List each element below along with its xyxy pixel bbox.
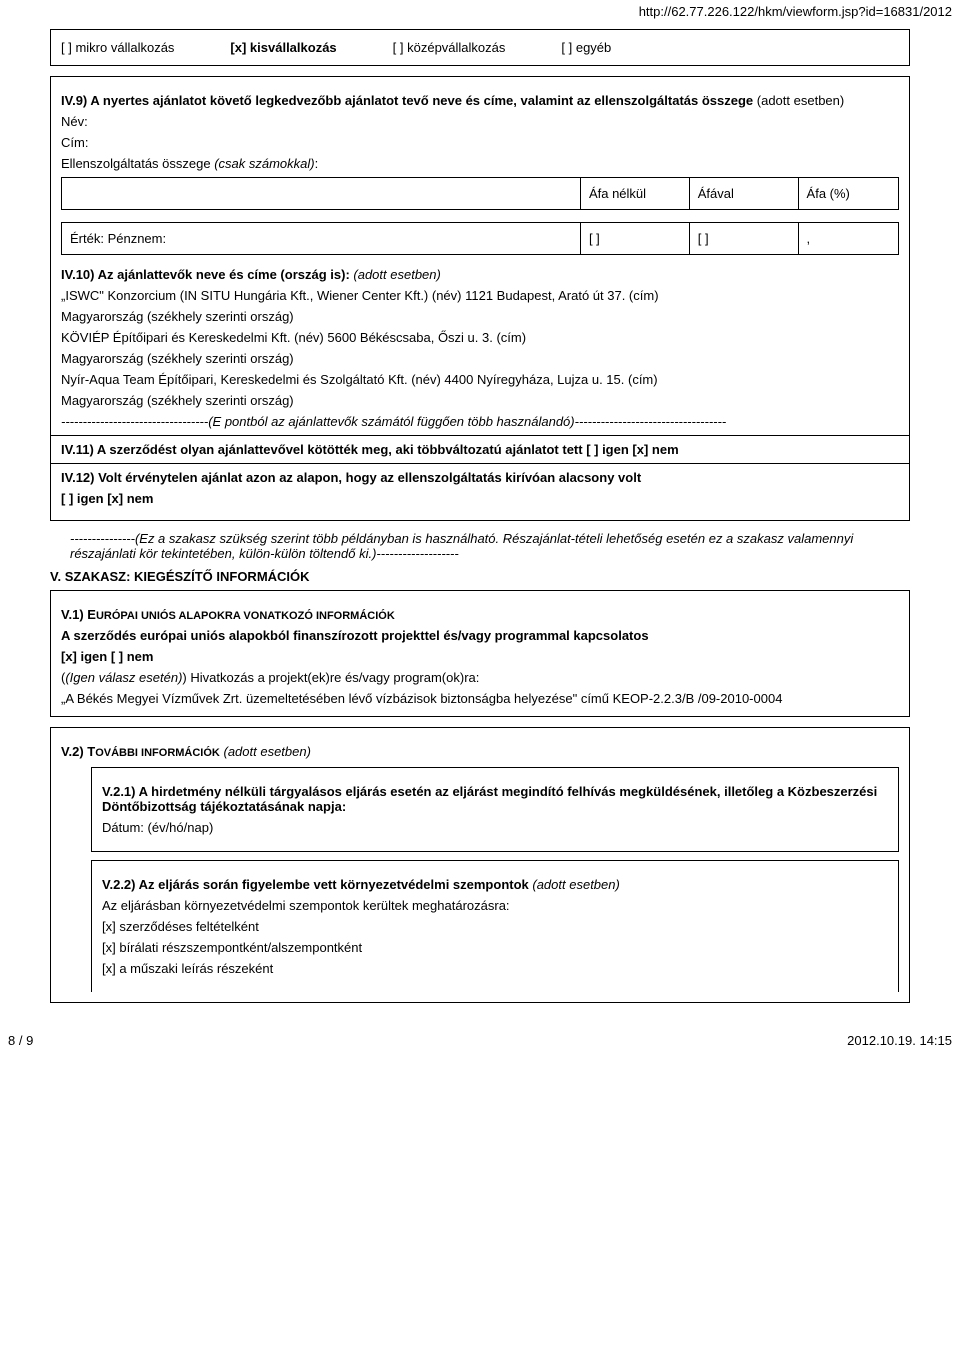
section-v1: V.1) EURÓPAI UNIÓS ALAPOKRA VONATKOZÓ IN… [50,590,910,717]
iv10-l4: Magyarország (székhely szerinti ország) [61,351,899,366]
iv9-cim: Cím: [61,135,899,150]
iv9-title: IV.9) A nyertes ajánlatot követő legkedv… [61,93,757,108]
section-note-dash-b: ------------------- [376,546,458,561]
iv10-l2: Magyarország (székhely szerinti ország) [61,309,899,324]
iv9-ellensz: Ellenszolgáltatás összege [61,156,214,171]
ertek-v1: [ ] [580,223,689,255]
iv9-value-table: Érték: Pénznem: [ ] [ ] , [61,222,899,255]
iv9-header-table: Áfa nélkül Áfával Áfa (%) [61,177,899,210]
iv10-l6: Magyarország (székhely szerinti ország) [61,393,899,408]
ertek-label: Érték: Pénznem: [62,223,581,255]
v2-2-l4: [x] a műszaki leírás részeként [102,961,888,976]
col-afa-nelkul: Áfa nélkül [580,178,689,210]
page-number: 8 / 9 [8,1033,33,1048]
v2-2-paren: (adott esetben) [532,877,619,892]
checkbox-mikro: [ ] mikro vállalkozás [61,40,174,55]
v2-title-b: OVÁBBI INFORMÁCIÓK [95,747,220,759]
v2-2-l1: Az eljárásban környezetvédelmi szemponto… [102,898,888,913]
iv10-title: IV.10) Az ajánlattevők neve és címe (ors… [61,267,353,282]
section-note-dash-a: --------------- [70,531,135,546]
v-title: V. SZAKASZ: KIEGÉSZÍTŐ INFORMÁCIÓK [50,569,910,584]
v1-title-a: V.1) E [61,607,96,622]
iv10-l5: Nyír-Aqua Team Építőipari, Kereskedelmi … [61,372,899,387]
iv10-l1: „ISWC" Konzorcium (IN SITU Hungária Kft.… [61,288,899,303]
section-v2: V.2) TOVÁBBI INFORMÁCIÓK (adott esetben)… [50,727,910,1003]
iv9-ellensz-paren: (csak számokkal) [214,156,314,171]
iv10-title-paren: (adott esetben) [353,267,440,282]
iv10-dash-a: ---------------------------------- [61,414,208,429]
col-afa-pct: Áfa (%) [798,178,898,210]
v2-title-a: V.2) T [61,744,95,759]
v2-title-paren: (adott esetben) [220,744,311,759]
page-url: http://62.77.226.122/hkm/viewform.jsp?id… [0,0,960,29]
v2-1-date: Dátum: (év/hó/nap) [102,820,888,835]
v2-2-title: V.2.2) Az eljárás során figyelembe vett … [102,877,532,892]
page-date: 2012.10.19. 14:15 [847,1033,952,1048]
iv12-title: IV.12) Volt érvénytelen ajánlat azon az … [61,470,899,485]
iv10-l3: KÖVIÉP Építőipari és Kereskedelmi Kft. (… [61,330,899,345]
checkbox-kozep: [ ] középvállalkozás [393,40,506,55]
v1-l2: [x] igen [ ] nem [61,649,899,664]
company-type-box: [ ] mikro vállalkozás [x] kisvállalkozás… [50,29,910,66]
checkbox-egyeb: [ ] egyéb [561,40,611,55]
col-afaval: Áfával [689,178,798,210]
v2-2-l2: [x] szerződéses feltételként [102,919,888,934]
v2-1-title: V.2.1) A hirdetmény nélküli tárgyalásos … [102,784,888,814]
section-iv9-iv12: IV.9) A nyertes ajánlatot követő legkedv… [50,76,910,521]
section-v2-2: V.2.2) Az eljárás során figyelembe vett … [91,860,899,992]
checkbox-kis: [x] kisvállalkozás [230,40,336,55]
v2-2-l3: [x] bírálati részszempontként/alszempont… [102,940,888,955]
iv11: IV.11) A szerződést olyan ajánlattevővel… [61,442,899,457]
ertek-v2: [ ] [689,223,798,255]
section-v2-1: V.2.1) A hirdetmény nélküli tárgyalásos … [91,767,899,852]
v1-l3b: Hivatkozás a projekt(ek)re és/vagy progr… [187,670,480,685]
v1-l4: „A Békés Megyei Vízművek Zrt. üzemelteté… [61,691,899,706]
v1-title-b: URÓPAI UNIÓS ALAPOKRA VONATKOZÓ INFORMÁC… [96,610,395,622]
iv9-title-paren: (adott esetben) [757,93,844,108]
iv10-note: (E pontból az ajánlattevők számától függ… [208,414,574,429]
section-note: (Ez a szakasz szükség szerint több példá… [70,531,853,561]
iv9-nev: Név: [61,114,899,129]
ertek-v3: , [798,223,898,255]
iv12-ans: [ ] igen [x] nem [61,491,899,506]
v1-l1: A szerződés európai uniós alapokból fina… [61,628,899,643]
v1-l3a: (Igen válasz esetén) [65,670,182,685]
iv10-dash-b: ----------------------------------- [575,414,727,429]
